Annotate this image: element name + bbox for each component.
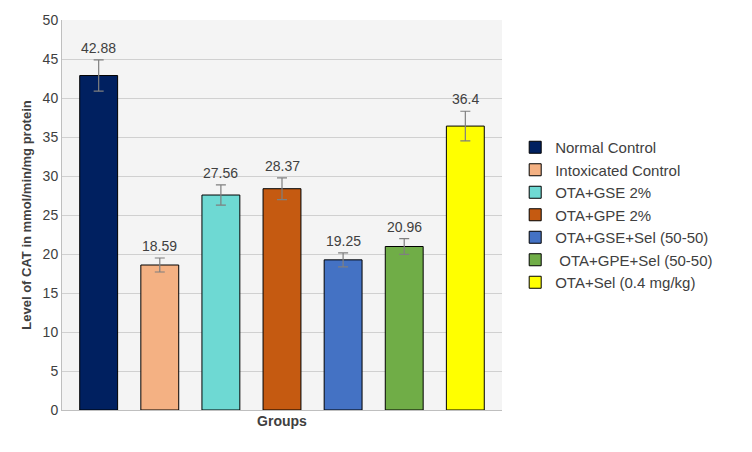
svg-text:10: 10 bbox=[43, 324, 59, 340]
svg-text:27.56: 27.56 bbox=[203, 165, 238, 181]
svg-text:Intoxicated Control: Intoxicated Control bbox=[555, 162, 680, 179]
svg-text:28.37: 28.37 bbox=[265, 158, 300, 174]
svg-text:45: 45 bbox=[43, 51, 59, 67]
svg-text:18.59: 18.59 bbox=[142, 238, 177, 254]
svg-text:42.88: 42.88 bbox=[81, 40, 116, 56]
svg-text:5: 5 bbox=[50, 363, 58, 379]
svg-text:OTA+GSE+Sel (50-50): OTA+GSE+Sel (50-50) bbox=[555, 229, 708, 246]
svg-text:0: 0 bbox=[50, 402, 58, 418]
svg-text:Level of CAT in mmol/min/mg pr: Level of CAT in mmol/min/mg protein bbox=[19, 100, 34, 329]
svg-text:OTA+Sel (0.4 mg/kg): OTA+Sel (0.4 mg/kg) bbox=[555, 274, 695, 291]
svg-text:Groups: Groups bbox=[257, 413, 307, 429]
svg-text:OTA+GSE 2%: OTA+GSE 2% bbox=[555, 184, 651, 201]
svg-text:19.25: 19.25 bbox=[326, 233, 361, 249]
svg-text:30: 30 bbox=[43, 168, 59, 184]
svg-text:36.4: 36.4 bbox=[452, 91, 479, 107]
svg-text:OTA+GPE+Sel (50-50): OTA+GPE+Sel (50-50) bbox=[555, 252, 712, 269]
svg-text:50: 50 bbox=[43, 12, 59, 28]
svg-text:20.96: 20.96 bbox=[387, 219, 422, 235]
svg-text:35: 35 bbox=[43, 129, 59, 145]
svg-text:25: 25 bbox=[43, 207, 59, 223]
svg-text:40: 40 bbox=[43, 90, 59, 106]
svg-text:15: 15 bbox=[43, 285, 59, 301]
svg-text:Normal Control: Normal Control bbox=[555, 139, 656, 156]
svg-text:20: 20 bbox=[43, 246, 59, 262]
svg-text:OTA+GPE 2%: OTA+GPE 2% bbox=[555, 207, 651, 224]
